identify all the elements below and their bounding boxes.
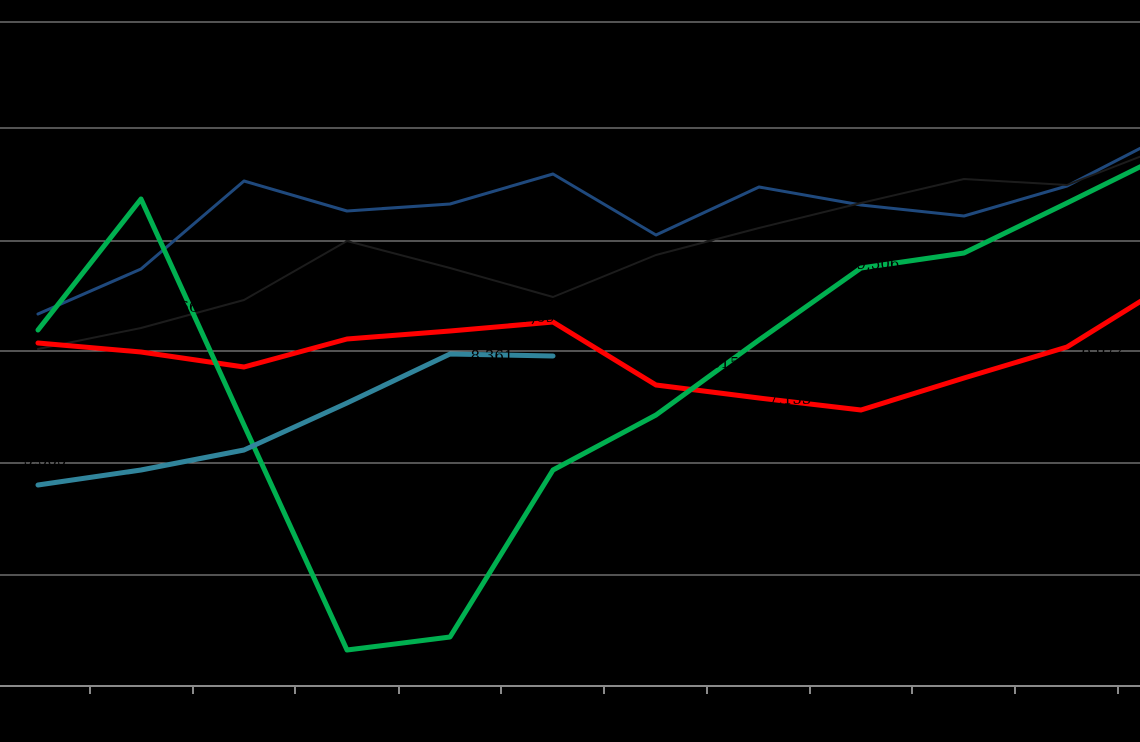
data-label-green-5: 6,615: [697, 354, 740, 372]
data-label-teal-4: 8,361: [471, 347, 514, 365]
series-line-teal: [35, 351, 556, 488]
data-label-red-3: 7,696: [522, 308, 565, 326]
series-line-navy: [36, 146, 1140, 316]
data-label-teal-0: 5,585: [24, 451, 67, 469]
series-line-black: [37, 155, 1140, 350]
data-label-red-6: 7,153: [769, 390, 812, 408]
data-label-green-1: 6,266: [156, 298, 199, 316]
series-line-red: [35, 298, 1140, 413]
series-line-green: [35, 164, 1140, 653]
data-label-red-2: 7,904: [425, 308, 468, 326]
data-label-green-7: 9,506: [857, 255, 900, 273]
data-label-red-8: 8,072: [1082, 341, 1125, 359]
